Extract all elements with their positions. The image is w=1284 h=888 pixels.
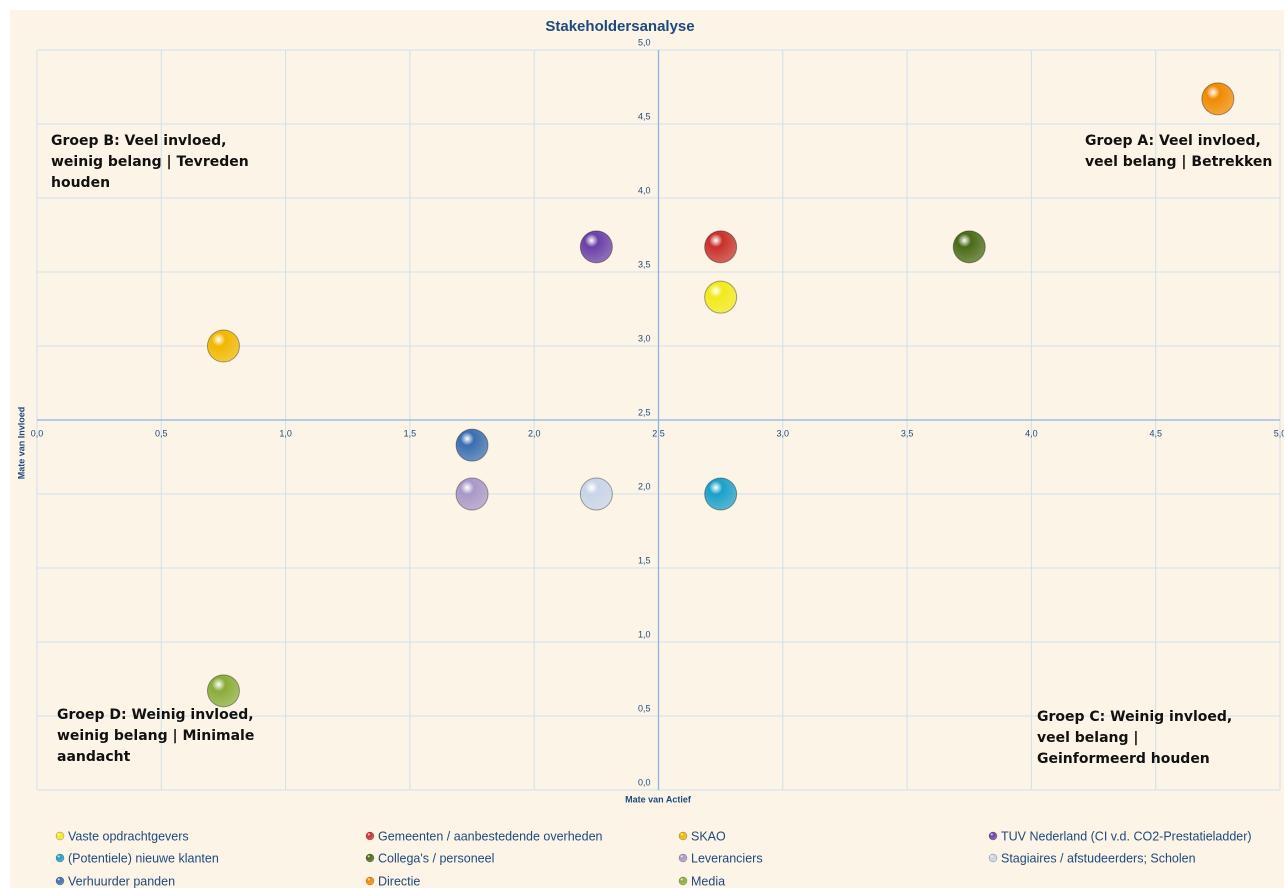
legend-label: TUV Nederland (CI v.d. CO2-Prestatieladd… bbox=[1001, 829, 1252, 843]
x-axis-title: Mate van Actief bbox=[625, 794, 692, 804]
y-tick-label: 5,0 bbox=[638, 37, 651, 47]
y-tick-label: 3,5 bbox=[638, 259, 651, 269]
legend-marker bbox=[365, 876, 375, 886]
y-tick-label: 2,0 bbox=[638, 481, 651, 491]
legend-label: Directie bbox=[378, 874, 420, 888]
bubble bbox=[952, 230, 986, 264]
legend-marker bbox=[678, 831, 688, 841]
bubble bbox=[704, 477, 738, 511]
y-tick-label: 4,5 bbox=[638, 111, 651, 121]
y-tick-label: 4,0 bbox=[638, 185, 651, 195]
legend-label: Leveranciers bbox=[691, 851, 763, 865]
bubble bbox=[206, 674, 240, 708]
legend-marker bbox=[55, 831, 65, 841]
legend-label: Gemeenten / aanbestedende overheden bbox=[378, 829, 603, 843]
bubble bbox=[704, 230, 738, 264]
legend-marker bbox=[988, 853, 998, 863]
legend-label: Vaste opdrachtgevers bbox=[68, 829, 189, 843]
legend-marker bbox=[365, 853, 375, 863]
x-tick-label: 2,0 bbox=[528, 428, 541, 438]
legend-marker bbox=[678, 853, 688, 863]
quadrant-label: Groep C: Weinig invloed, veel belang | G… bbox=[1037, 709, 1233, 767]
x-tick-label: 0,0 bbox=[31, 428, 44, 438]
legend-marker bbox=[988, 831, 998, 841]
bubble bbox=[579, 477, 613, 511]
bubble bbox=[206, 329, 240, 363]
legend-marker bbox=[678, 876, 688, 886]
x-tick-label: 1,5 bbox=[404, 428, 417, 438]
legend-marker bbox=[55, 876, 65, 886]
legend-marker bbox=[55, 853, 65, 863]
y-tick-label: 1,0 bbox=[638, 629, 651, 639]
y-tick-label: 2,5 bbox=[638, 407, 651, 417]
chart-background bbox=[10, 10, 1284, 888]
y-tick-label: 0,5 bbox=[638, 703, 651, 713]
legend-marker bbox=[365, 831, 375, 841]
x-tick-label: 5,0 bbox=[1274, 428, 1284, 438]
x-tick-label: 4,5 bbox=[1149, 428, 1162, 438]
legend-label: Stagiaires / afstudeerders; Scholen bbox=[1001, 851, 1196, 865]
bubble bbox=[579, 230, 613, 264]
y-tick-label: 0,0 bbox=[638, 777, 651, 787]
quadrant-label: Groep B: Veel invloed, weinig belang | T… bbox=[51, 133, 249, 191]
legend-label: Media bbox=[691, 874, 725, 888]
x-tick-label: 3,0 bbox=[777, 428, 790, 438]
quadrant-label: Groep D: Weinig invloed, weinig belang |… bbox=[57, 707, 255, 765]
chart-title: Stakeholdersanalyse bbox=[545, 18, 694, 35]
quadrant-label: Groep A: Veel invloed, veel belang | Bet… bbox=[1085, 133, 1273, 170]
x-tick-label: 1,0 bbox=[279, 428, 292, 438]
legend-label: SKAO bbox=[691, 829, 726, 843]
bubble bbox=[704, 280, 738, 314]
legend-label: Collega's / personeel bbox=[378, 851, 494, 865]
y-tick-label: 1,5 bbox=[638, 555, 651, 565]
bubble bbox=[455, 428, 489, 462]
x-tick-label: 4,0 bbox=[1025, 428, 1038, 438]
x-tick-label: 3,5 bbox=[901, 428, 914, 438]
legend-label: (Potentiele) nieuwe klanten bbox=[68, 851, 219, 865]
x-tick-label: 0,5 bbox=[155, 428, 168, 438]
y-axis-title: Mate van Invloed bbox=[16, 407, 26, 480]
y-tick-label: 3,0 bbox=[638, 333, 651, 343]
bubble bbox=[1201, 82, 1235, 116]
legend-label: Verhuurder panden bbox=[68, 874, 175, 888]
bubble bbox=[455, 477, 489, 511]
